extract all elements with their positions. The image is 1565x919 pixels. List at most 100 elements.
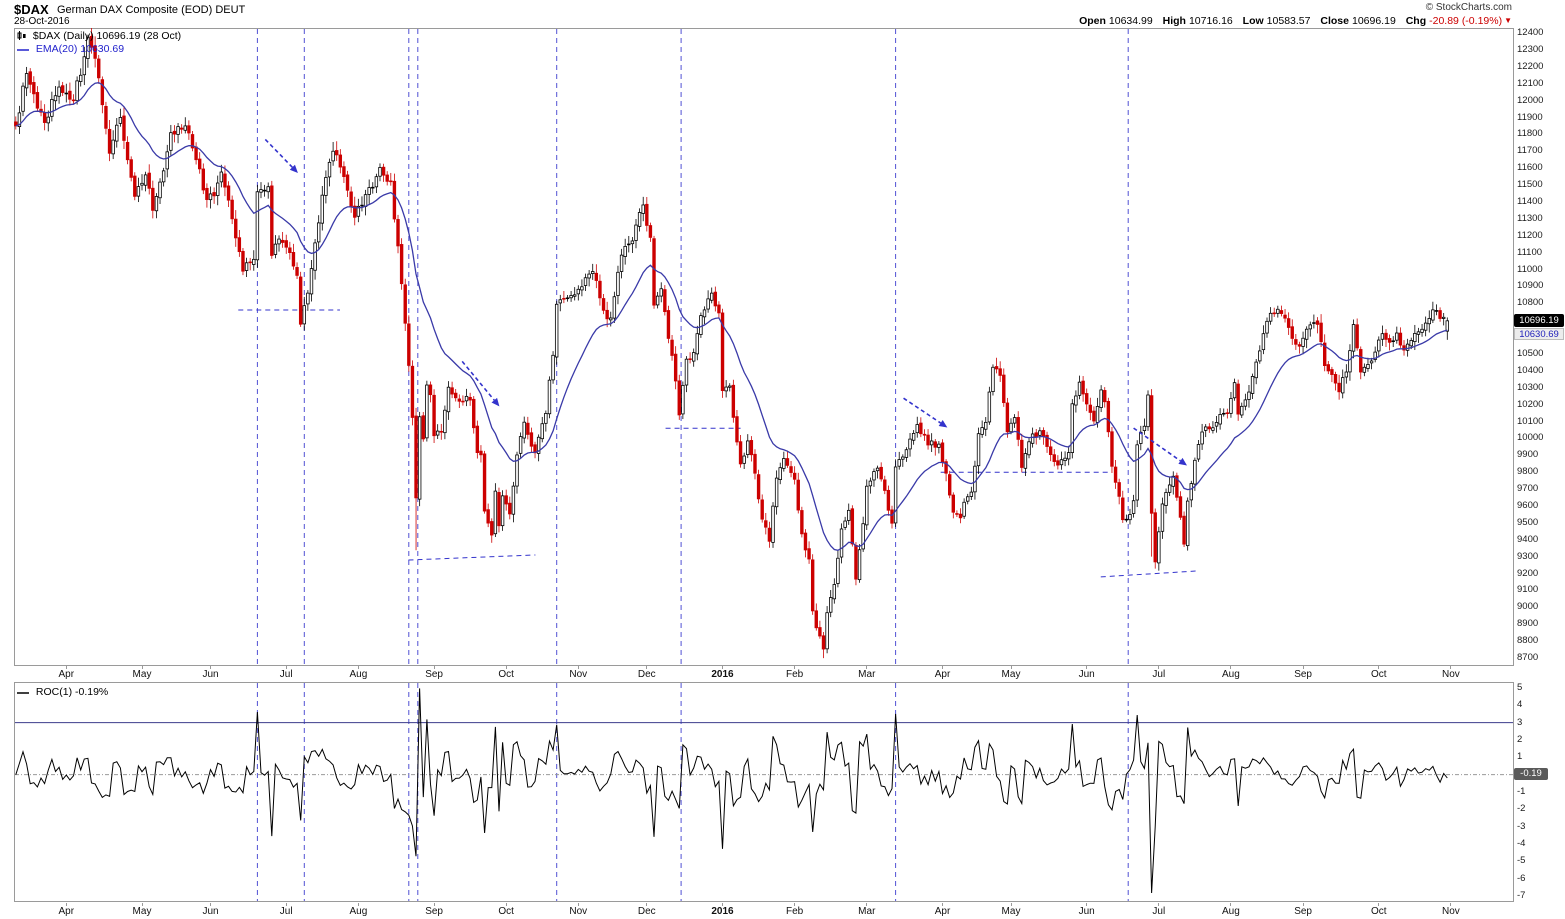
price-axis-label: 8700 xyxy=(1517,652,1539,663)
month-label: Jul xyxy=(279,669,293,680)
month-tick xyxy=(1378,903,1380,906)
month-label: Oct xyxy=(498,906,514,917)
price-axis-label: 10300 xyxy=(1517,381,1544,393)
price-axis-label: 9500 xyxy=(1517,516,1539,528)
price-axis-label: 9700 xyxy=(1517,483,1539,495)
month-label: Nov xyxy=(569,669,588,680)
month-label: Jun xyxy=(1078,906,1095,917)
price-axis-label: 11800 xyxy=(1517,128,1543,140)
month-label: May xyxy=(1001,669,1021,680)
open-label: Open xyxy=(1079,15,1106,27)
month-axis-roc: Apr May Jun Jul Aug Sep Oct Nov Dec 2016 Feb Mar Apr… xyxy=(0,903,1565,919)
roc-line-icon xyxy=(17,687,29,699)
month-tick xyxy=(285,666,287,669)
month-tick xyxy=(505,666,507,669)
roc-axis-label: -6 xyxy=(1517,872,1526,884)
month-label: Aug xyxy=(1221,669,1240,680)
month-label: Oct xyxy=(498,669,514,680)
month-label: Nov xyxy=(1441,906,1460,917)
month-tick xyxy=(1158,903,1160,906)
price-axis-label: 9600 xyxy=(1517,500,1539,511)
chart-title: German DAX Composite (EOD) DEUT xyxy=(57,4,246,16)
month-label: Apr xyxy=(58,669,75,680)
price-axis-label: 11200 xyxy=(1517,229,1543,241)
month-label: May xyxy=(132,669,152,680)
month-label: Aug xyxy=(349,906,368,917)
month-tick xyxy=(1450,666,1452,669)
price-axis-label: 12300 xyxy=(1517,43,1544,55)
candlestick-legend-icon xyxy=(17,31,26,43)
month-tick xyxy=(505,903,507,906)
month-label: Jul xyxy=(1152,669,1166,680)
month-label: Dec xyxy=(637,906,656,917)
month-tick xyxy=(433,903,435,906)
symbol-ticker: $DAX xyxy=(14,2,49,17)
main-legend: $DAX (Daily) 10696.19 (28 Oct) xyxy=(17,30,181,43)
price-axis-label: 10200 xyxy=(1517,398,1544,410)
month-label: Jun xyxy=(202,906,219,917)
roc-axis-label: -5 xyxy=(1517,855,1526,867)
price-axis-label: 9300 xyxy=(1517,550,1539,562)
month-label: Sep xyxy=(425,906,443,917)
price-axis-label: 10000 xyxy=(1517,432,1544,444)
month-tick xyxy=(577,903,579,906)
price-axis-label: 9800 xyxy=(1517,466,1539,478)
main-price-chart xyxy=(14,28,1514,666)
month-tick xyxy=(646,666,648,669)
last-price-flag: 10696.19 xyxy=(1514,314,1564,327)
roc-axis-label: -4 xyxy=(1517,838,1526,849)
price-axis-label: 8900 xyxy=(1517,618,1539,630)
month-tick xyxy=(357,666,359,669)
month-label: Sep xyxy=(1294,906,1312,917)
ohlc-quote-bar: Open 10634.99 High 10716.16 Low 10583.57 Cl… xyxy=(1079,15,1512,27)
month-tick xyxy=(722,903,723,906)
month-tick xyxy=(141,666,143,669)
roc-axis-label: 5 xyxy=(1517,682,1523,693)
price-axis-label: 10100 xyxy=(1517,415,1544,427)
month-tick xyxy=(646,903,648,906)
price-axis-label: 9400 xyxy=(1517,533,1539,545)
month-tick xyxy=(210,666,211,669)
price-axis-label: 11000 xyxy=(1517,263,1543,275)
month-tick xyxy=(1302,666,1304,669)
month-tick xyxy=(285,903,287,906)
month-label: Apr xyxy=(934,669,951,680)
month-label: 2016 xyxy=(711,906,734,917)
month-tick xyxy=(1086,666,1088,669)
price-axis-label: 9100 xyxy=(1517,584,1539,596)
price-axis-label: 11600 xyxy=(1517,162,1543,174)
roc-axis-label: 2 xyxy=(1517,734,1523,745)
price-axis-label: 11500 xyxy=(1517,179,1543,190)
month-tick xyxy=(794,666,796,669)
month-label: Oct xyxy=(1371,906,1387,917)
month-tick xyxy=(866,666,868,669)
chg-value: -20.89 (-0.19%) xyxy=(1429,15,1503,27)
month-label: Apr xyxy=(58,906,75,917)
high-label: High xyxy=(1162,15,1186,27)
roc-value-flag: -0.19 xyxy=(1514,768,1548,780)
roc-axis-label: -1 xyxy=(1517,786,1526,797)
roc-axis-label: 3 xyxy=(1517,716,1523,728)
month-label: Jun xyxy=(1078,669,1095,680)
low-label: Low xyxy=(1242,15,1264,27)
copyright: © StockCharts.com xyxy=(1425,2,1512,13)
month-tick xyxy=(942,903,943,906)
month-label: Aug xyxy=(349,669,368,680)
month-label: Mar xyxy=(858,906,876,917)
month-label: Mar xyxy=(858,669,876,680)
main-legend-text: $DAX (Daily) 10696.19 (28 Oct) xyxy=(32,30,182,42)
chart-date: 28-Oct-2016 xyxy=(14,16,70,27)
month-tick xyxy=(1086,903,1088,906)
month-tick xyxy=(1302,903,1304,906)
month-tick xyxy=(1010,666,1012,669)
low-value: 10583.57 xyxy=(1266,15,1311,27)
month-label: Jul xyxy=(1152,906,1166,917)
month-label: May xyxy=(1001,906,1021,917)
month-label: Feb xyxy=(785,906,804,917)
ema-legend-text: EMA(20) 10630.69 xyxy=(35,43,125,55)
month-label: Sep xyxy=(1294,669,1312,680)
month-tick xyxy=(722,666,723,669)
month-tick xyxy=(1230,903,1232,906)
month-tick xyxy=(1450,903,1452,906)
price-axis-label: 10500 xyxy=(1517,347,1544,359)
